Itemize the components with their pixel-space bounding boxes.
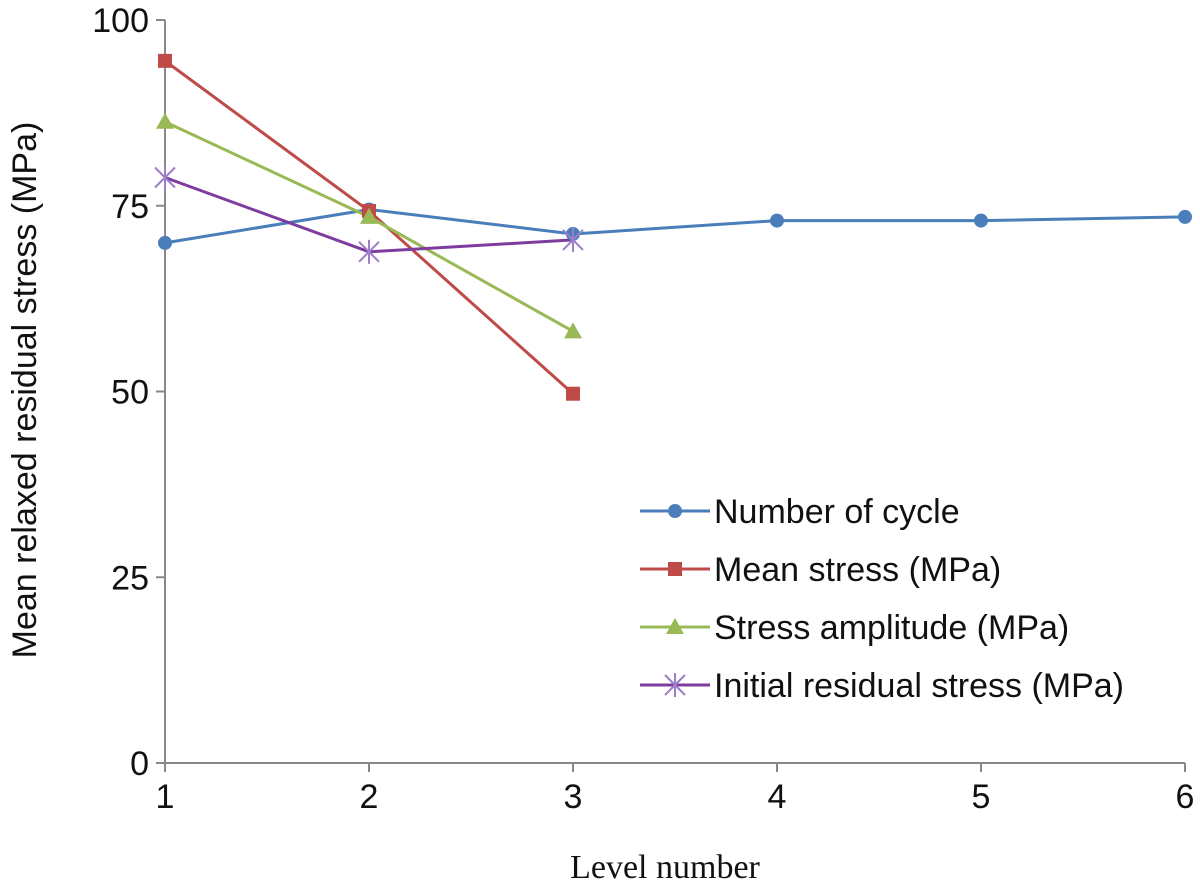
legend-item: Stress amplitude (MPa) bbox=[640, 609, 1069, 647]
series-2-point bbox=[360, 207, 378, 224]
series-3-point bbox=[154, 165, 176, 190]
legend-swatch-marker bbox=[664, 673, 686, 697]
x-tick-label: 3 bbox=[564, 778, 583, 816]
series-markers bbox=[154, 53, 1192, 401]
legend-item: Mean stress (MPa) bbox=[640, 551, 1001, 589]
x-tick-label: 1 bbox=[156, 778, 175, 816]
legend-item: Initial residual stress (MPa) bbox=[640, 667, 1124, 705]
x-tick-label: 5 bbox=[972, 778, 991, 816]
series-1-point bbox=[158, 53, 172, 68]
series-line-0 bbox=[164, 207, 1186, 245]
series-0-point bbox=[770, 213, 784, 228]
legend: Number of cycle Mean stress (MPa) Stress a… bbox=[640, 493, 1124, 705]
series-0-point bbox=[974, 213, 988, 228]
y-axis-title: Mean relaxed residual stress (MPa) bbox=[6, 122, 44, 659]
series-3-point bbox=[562, 227, 584, 252]
series-0-point bbox=[158, 235, 172, 250]
legend-swatch-marker bbox=[668, 562, 682, 576]
y-ticks: 0 25 50 75 100 bbox=[92, 2, 165, 783]
legend-swatch-marker bbox=[668, 504, 682, 518]
x-tick-label: 2 bbox=[360, 778, 379, 816]
legend-label: Mean stress (MPa) bbox=[714, 551, 1001, 589]
series-3-point bbox=[358, 239, 380, 264]
legend-item: Number of cycle bbox=[640, 493, 960, 531]
axes: 0 25 50 75 100 1 2 3 4 5 6 bbox=[92, 2, 1194, 816]
y-tick-label: 50 bbox=[111, 374, 149, 412]
legend-label: Number of cycle bbox=[714, 493, 960, 531]
y-tick-label: 100 bbox=[92, 2, 149, 40]
y-tick-label: 25 bbox=[111, 559, 149, 597]
series-0-point bbox=[1178, 209, 1192, 224]
x-tick-label: 6 bbox=[1176, 778, 1195, 816]
x-tick-label: 4 bbox=[768, 778, 787, 816]
legend-label: Stress amplitude (MPa) bbox=[714, 609, 1069, 647]
series-2-point bbox=[564, 322, 582, 339]
legend-swatch-marker bbox=[666, 618, 684, 634]
series-1-point bbox=[566, 386, 580, 401]
x-axis-title: Level number bbox=[570, 849, 760, 886]
legend-label: Initial residual stress (MPa) bbox=[714, 667, 1124, 705]
y-tick-label: 0 bbox=[130, 745, 149, 783]
x-ticks: 1 2 3 4 5 6 bbox=[156, 763, 1195, 816]
series-lines bbox=[164, 59, 1186, 395]
series-2-point bbox=[156, 112, 174, 129]
y-tick-label: 75 bbox=[111, 188, 149, 226]
